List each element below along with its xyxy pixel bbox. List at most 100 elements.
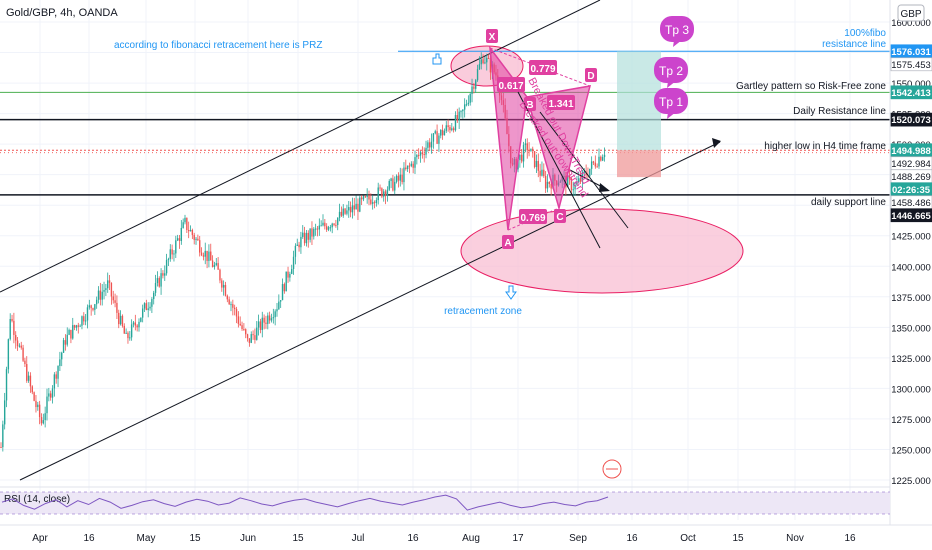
candle-body <box>195 238 197 240</box>
candle-body <box>215 263 217 266</box>
candle-body <box>412 163 414 168</box>
candle-body <box>44 413 46 421</box>
time-tick-label: Apr <box>32 533 48 544</box>
downtrend-line-2 <box>539 111 629 229</box>
candle-body <box>454 114 457 131</box>
target-bubble <box>654 88 688 114</box>
candle-body <box>360 197 363 200</box>
time-tick-label: 16 <box>844 533 856 544</box>
candle-body <box>72 325 74 339</box>
candle-body <box>460 111 462 113</box>
candle-body <box>79 325 81 327</box>
candle-body <box>283 284 286 292</box>
price-tag <box>890 57 932 72</box>
candle-body <box>384 191 387 197</box>
candle-body <box>530 148 532 152</box>
candle-body <box>154 282 157 293</box>
price-tick-label: 1425.000 <box>891 232 931 243</box>
price-tick-label: 1350.000 <box>891 323 931 334</box>
ratio-box <box>547 95 575 110</box>
candle-body <box>337 217 339 226</box>
candle-body <box>86 307 89 321</box>
rsi-label: RSI (14, close) <box>4 494 70 505</box>
candle-body <box>544 175 547 189</box>
candle-body <box>165 259 168 274</box>
price-tag-label: 1576.031 <box>891 47 931 58</box>
candle-body <box>53 374 56 389</box>
candle-body <box>167 258 170 260</box>
icons <box>432 53 622 479</box>
candle-body <box>263 317 265 323</box>
candle-body <box>221 280 223 288</box>
candle-body <box>101 291 103 300</box>
candle-body <box>230 304 232 306</box>
candle-body <box>600 156 602 161</box>
candle-body <box>419 152 422 156</box>
time-tick-label: 15 <box>292 533 304 544</box>
candle-body <box>440 129 442 136</box>
candle-body <box>590 161 593 169</box>
candle-body <box>528 150 530 152</box>
candle-body <box>173 253 175 255</box>
candle-body <box>305 232 308 244</box>
candle-body <box>40 417 43 424</box>
candle-body <box>572 189 574 191</box>
candle-body <box>335 224 337 226</box>
time-tick-label: 17 <box>512 533 524 544</box>
take-profit-targets: Tp 1 Tp 2 Tp 3 <box>654 16 694 119</box>
currency-badge[interactable]: GBP <box>897 4 925 22</box>
candle-body <box>296 244 298 246</box>
price-tag-label: 1520.073 <box>891 115 931 126</box>
pattern-point-x: X <box>489 32 496 43</box>
candle-body <box>471 86 473 95</box>
candle-body <box>311 228 313 237</box>
candle-body <box>447 125 449 128</box>
grid <box>0 0 890 520</box>
candle-body <box>153 292 155 300</box>
time-tick-label: Sep <box>569 533 587 544</box>
candle-body <box>535 160 538 168</box>
candle-body <box>248 338 251 343</box>
candle-body <box>291 268 293 274</box>
daily-resistance-label: Daily Resistance line <box>793 106 886 117</box>
time-tick-label: Jun <box>240 533 256 544</box>
candle-body <box>486 57 488 63</box>
currency-label: GBP <box>900 9 921 20</box>
candle-body <box>307 232 309 240</box>
candle-body <box>436 131 438 144</box>
candle-body <box>169 249 171 259</box>
candle-body <box>162 273 164 276</box>
gartley-label: Gartley pattern so Risk-Free zone <box>736 81 886 92</box>
candle-body <box>568 175 571 179</box>
candle-body <box>456 114 459 121</box>
candle-body <box>351 205 354 213</box>
candle-body <box>410 163 413 166</box>
candle-body <box>320 225 322 227</box>
candle-body <box>583 171 585 173</box>
candle-body <box>189 229 192 232</box>
candle-body <box>235 309 238 317</box>
candle-body <box>182 222 184 228</box>
candle-body <box>31 386 33 393</box>
candle-body <box>405 167 407 170</box>
ratio-label: 0.769 <box>520 213 545 224</box>
candle-body <box>476 69 479 81</box>
candle-body <box>110 282 113 297</box>
price-tick-label: 1325.000 <box>891 354 931 365</box>
candle-body <box>359 197 361 212</box>
candle-body <box>342 208 344 216</box>
downtrend-line-1 <box>517 91 601 249</box>
candle-body <box>178 238 181 241</box>
candle-body <box>27 375 30 381</box>
candle-body <box>430 141 433 148</box>
candle-body <box>443 130 446 136</box>
candle-body <box>81 316 83 326</box>
candle-body <box>276 309 278 312</box>
time-tick-label: Aug <box>462 533 480 544</box>
candle-body <box>594 162 597 167</box>
candle-body <box>132 322 135 325</box>
price-tick-label: 1550.000 <box>891 79 931 90</box>
candle-body <box>187 229 190 232</box>
candle-body <box>539 170 541 176</box>
price-tick-label: 1300.000 <box>891 384 931 395</box>
